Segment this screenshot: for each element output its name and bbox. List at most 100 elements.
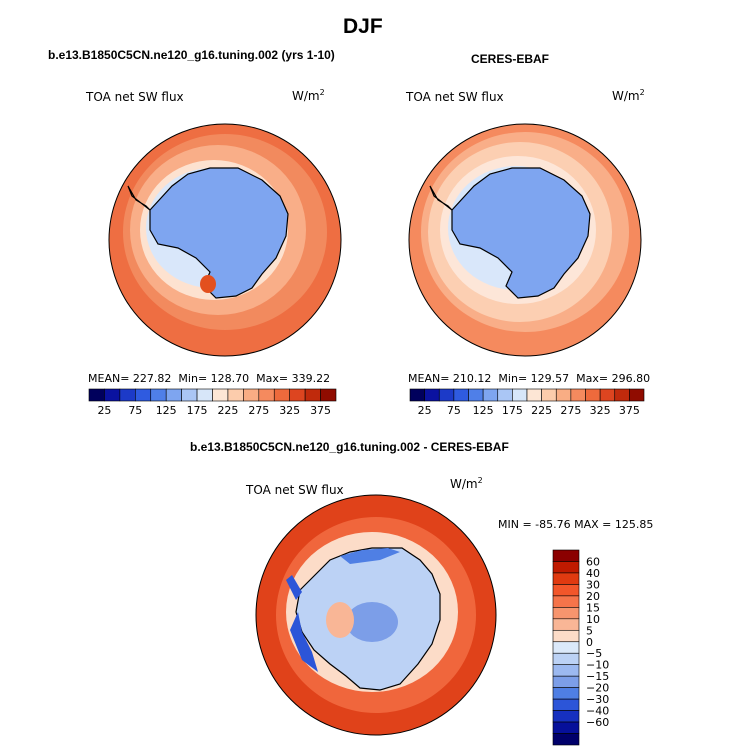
- model-mean-value: 227.82: [132, 372, 172, 385]
- diff-colorbar-tick-label: 40: [586, 567, 600, 580]
- model-max-value: 339.22: [291, 372, 331, 385]
- obs-colorbar-tick-label: 325: [590, 404, 611, 417]
- model-colorbar-swatch: [227, 388, 244, 402]
- obs-polar-map: [408, 123, 642, 357]
- diff-colorbar-tick-label: 10: [586, 613, 600, 626]
- obs-colorbar-tick-label: 275: [560, 404, 581, 417]
- diff-colorbar-tick-label: −5: [586, 647, 602, 660]
- diff-colorbar-tick-label: −60: [586, 716, 609, 729]
- model-stats: MEAN= 227.82 Min= 128.70 Max= 339.22: [88, 372, 330, 385]
- obs-colorbar-swatch: [570, 388, 586, 402]
- model-colorbar-swatch: [273, 388, 290, 402]
- diff-colorbar-tick-label: 30: [586, 578, 600, 591]
- model-colorbar-tick-label: 225: [217, 404, 238, 417]
- diff-colorbar-tick-label: −15: [586, 670, 609, 683]
- diff-polar-map: [255, 494, 497, 736]
- obs-colorbar-swatch: [409, 388, 425, 402]
- obs-mean-label: MEAN=: [408, 372, 450, 385]
- model-colorbar-tick-label: 325: [279, 404, 300, 417]
- obs-colorbar-swatch: [541, 388, 557, 402]
- diff-colorbar-swatch: [552, 629, 580, 643]
- diff-colorbar-tick-label: 0: [586, 636, 593, 649]
- obs-colorbar-swatch: [599, 388, 616, 402]
- diff-map-border: [255, 494, 497, 736]
- diff-colorbar-tick-label: 60: [586, 555, 600, 568]
- diff-colorbar-swatch: [552, 664, 580, 677]
- model-colorbar-swatch: [212, 388, 229, 402]
- model-colorbar-swatch: [88, 388, 105, 402]
- obs-peninsula: [429, 185, 453, 211]
- obs-colorbar-tick-label: 225: [531, 404, 552, 417]
- model-colorbar-swatch: [104, 388, 121, 402]
- obs-colorbar-tick-label: 125: [473, 404, 494, 417]
- diff-colorbar-tick-label: 5: [586, 624, 593, 637]
- model-colorbar-swatch: [150, 388, 167, 402]
- obs-colorbar-swatch: [555, 388, 572, 402]
- diff-positive-patch: [326, 602, 354, 638]
- figure-title: DJF: [343, 15, 383, 38]
- diff-variable-label: TOA net SW flux: [246, 483, 344, 497]
- diff-colorbar-swatch: [552, 687, 580, 700]
- model-hotspot: [200, 275, 216, 293]
- obs-colorbar-swatch: [512, 388, 528, 402]
- model-min-label: Min=: [178, 372, 208, 385]
- diff-colorbar-tick-label: −20: [586, 682, 609, 695]
- diff-colorbar-swatch: [552, 595, 580, 608]
- obs-colorbar-swatch: [468, 388, 484, 402]
- diff-negative-west: [286, 575, 302, 600]
- diff-colorbar-tick-label: 20: [586, 590, 600, 603]
- obs-colorbar-tick-label: 75: [447, 404, 461, 417]
- diff-colorbar-swatch: [552, 572, 580, 585]
- diff-panel-title: b.e13.B1850C5CN.ne120_g16.tuning.002 - C…: [190, 440, 509, 454]
- obs-colorbar-swatch: [438, 388, 455, 402]
- obs-panel-title: CERES-EBAF: [471, 52, 550, 66]
- diff-negative-center: [346, 602, 398, 642]
- diff-colorbar-swatch: [552, 561, 580, 574]
- model-colorbar-swatch: [258, 388, 275, 402]
- model-colorbar-swatch: [135, 388, 152, 402]
- diff-colorbar-tick-label: 15: [586, 601, 600, 614]
- diff-colorbar-swatch: [552, 607, 580, 620]
- obs-colorbar-tick-label: 25: [418, 404, 432, 417]
- model-colorbar-tick-label: 125: [156, 404, 177, 417]
- obs-colorbar-swatch: [497, 388, 513, 402]
- obs-colorbar-swatch: [482, 388, 499, 402]
- model-variable-label: TOA net SW flux: [86, 90, 184, 104]
- obs-colorbar-tick-label: 375: [619, 404, 640, 417]
- model-max-label: Max=: [256, 372, 289, 385]
- model-map-border: [108, 123, 342, 357]
- model-mean-label: MEAN=: [88, 372, 130, 385]
- obs-max-label: Max=: [576, 372, 609, 385]
- diff-stats: MIN = -85.76 MAX = 125.85: [498, 518, 654, 531]
- diff-colorbar-swatch: [552, 618, 580, 631]
- diff-colorbar-swatch: [552, 584, 580, 597]
- model-colorbar-swatch: [181, 388, 198, 402]
- model-colorbar-tick-label: 375: [310, 404, 331, 417]
- model-colorbar-swatch: [289, 388, 306, 402]
- obs-max-value: 296.80: [611, 372, 651, 385]
- diff-colorbar-swatch: [552, 675, 580, 688]
- model-polar-map: [108, 123, 342, 357]
- model-panel-title: b.e13.B1850C5CN.ne120_g16.tuning.002 (yr…: [48, 48, 335, 62]
- model-colorbar-swatch: [243, 388, 260, 402]
- obs-colorbar-swatch: [629, 388, 645, 402]
- obs-colorbar-swatch: [585, 388, 601, 402]
- diff-colorbar-tick-label: −10: [586, 659, 609, 672]
- obs-colorbar: 25 75 125 175 225 275 325 375: [409, 388, 645, 417]
- model-colorbar-swatch: [320, 388, 337, 402]
- obs-min-label: Min=: [498, 372, 528, 385]
- diff-units-label: W/m2: [450, 476, 483, 491]
- diff-negative-north: [340, 548, 400, 564]
- model-colorbar-swatch: [304, 388, 321, 402]
- obs-colorbar-swatch: [424, 388, 440, 402]
- obs-colorbar-swatch: [614, 388, 630, 402]
- obs-colorbar-tick-label: 175: [502, 404, 523, 417]
- model-colorbar: 25 75 125 175 225 275 325 375: [88, 388, 337, 417]
- model-units-label: W/m2: [292, 88, 325, 103]
- diff-colorbar-swatch: [552, 652, 580, 666]
- obs-mean-value: 210.12: [452, 372, 492, 385]
- obs-colorbar-swatch: [453, 388, 469, 402]
- model-colorbar-tick-label: 75: [128, 404, 142, 417]
- diff-colorbar-swatch: [552, 710, 580, 723]
